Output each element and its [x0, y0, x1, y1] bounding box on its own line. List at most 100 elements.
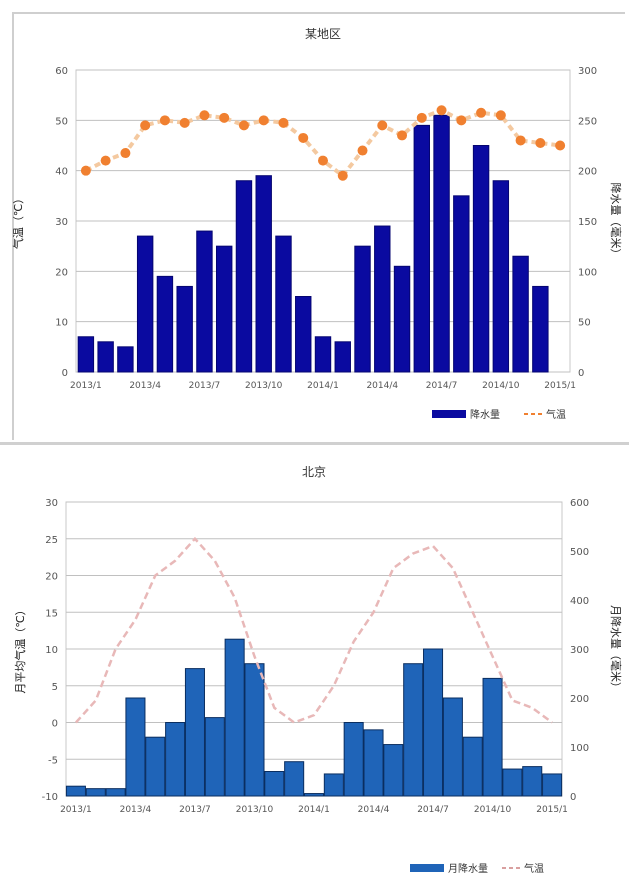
chart-title: 北京 — [302, 465, 326, 479]
bar — [472, 145, 490, 373]
y2-tick-label: 600 — [570, 498, 589, 509]
y-tick-label: 20 — [45, 572, 58, 583]
temperature-point — [318, 155, 328, 166]
x-tick-label: 2014/10 — [482, 381, 520, 391]
y-tick-label: 25 — [45, 535, 58, 546]
x-tick-label: 2013/7 — [179, 805, 211, 815]
y2-axis-title: 月降水量（毫米） — [609, 605, 623, 693]
bar — [363, 729, 384, 797]
x-tick-label: 2015/1 — [544, 381, 576, 391]
temperature-point — [199, 110, 210, 121]
legend-label-bars: 降水量 — [470, 408, 500, 421]
temperature-point — [337, 170, 348, 181]
bar — [482, 677, 503, 797]
y-tick-label: 30 — [55, 217, 68, 228]
temperature-point — [357, 145, 368, 156]
bar — [334, 341, 351, 373]
bar — [235, 180, 253, 373]
temperature-point — [80, 165, 91, 176]
temperature-point — [456, 115, 467, 126]
x-tick-label: 2013/7 — [189, 381, 221, 391]
chart-2: 北京-10-50510152025300100200300400500600月平… — [13, 465, 623, 875]
bar — [117, 346, 134, 373]
bar — [343, 722, 364, 797]
temperature-point — [377, 120, 388, 131]
x-tick-label: 2014/7 — [426, 381, 458, 391]
x-tick-label: 2013/4 — [129, 381, 161, 391]
x-tick-label: 2014/10 — [474, 805, 512, 815]
y-tick-label: 50 — [55, 116, 68, 127]
x-tick-label: 2014/1 — [307, 381, 339, 391]
y2-tick-label: 300 — [578, 66, 597, 77]
temperature-point — [179, 117, 190, 128]
temperature-point — [535, 137, 546, 148]
x-tick-label: 2014/1 — [298, 805, 330, 815]
y2-tick-label: 400 — [570, 596, 589, 607]
chart-title: 某地区 — [305, 27, 341, 41]
bar — [303, 793, 325, 797]
legend-label-line: 气温 — [546, 408, 566, 421]
bar — [433, 114, 450, 373]
y2-tick-label: 0 — [578, 368, 584, 379]
y-axis-title: 月平均气温（℃） — [13, 604, 27, 693]
top-border — [14, 12, 625, 14]
bar — [275, 235, 292, 373]
bar — [492, 180, 510, 373]
bar — [295, 296, 312, 373]
y-tick-label: 30 — [45, 498, 58, 509]
bar — [184, 668, 205, 797]
bar — [462, 736, 483, 797]
temperature-point — [159, 115, 170, 126]
bar — [65, 785, 86, 797]
temperature-point — [436, 105, 447, 116]
temperature-point — [298, 132, 309, 143]
bar — [542, 773, 563, 797]
y-tick-label: 60 — [55, 66, 68, 77]
y2-tick-label: 500 — [570, 547, 589, 558]
left-border — [12, 12, 14, 440]
x-tick-label: 2014/4 — [366, 381, 398, 391]
chart-panel-2: 北京 -10 -5 0 5 10 15 20 25 30 0 100 200 300 400 500 600 月平… — [0, 450, 629, 881]
y2-tick-label: 50 — [578, 318, 591, 329]
bar — [453, 195, 470, 373]
temperature-line — [74, 536, 553, 724]
y-axis-title: 气温（℃） — [11, 193, 25, 249]
legend-label-line: 气温 — [524, 862, 544, 875]
panel-divider — [0, 442, 629, 445]
bar — [136, 235, 154, 373]
temperature-point — [120, 148, 131, 159]
bar — [215, 245, 233, 373]
bar — [145, 736, 166, 797]
bar — [374, 225, 391, 373]
temperature-point — [140, 120, 151, 131]
bar — [255, 175, 272, 373]
y-tick-label: 5 — [52, 682, 58, 693]
x-tick-label: 2013/1 — [60, 805, 92, 815]
y2-tick-label: 200 — [578, 167, 597, 178]
bar — [176, 285, 193, 373]
y2-tick-label: 300 — [570, 645, 589, 656]
y-tick-label: 20 — [55, 267, 68, 278]
bar — [85, 788, 106, 797]
bar — [97, 341, 114, 373]
bar — [204, 717, 225, 797]
bar — [413, 124, 431, 373]
bar — [383, 744, 404, 797]
x-tick-label: 2013/10 — [236, 805, 274, 815]
legend-label-bars: 月降水量 — [448, 862, 488, 875]
chart-panel-1: 某地区 0 10 20 30 40 50 60 0 50 100 150 200 250 300 气温（℃） 降… — [0, 0, 629, 440]
bar — [156, 275, 174, 373]
y-tick-label: 0 — [62, 368, 68, 379]
temperature-point — [495, 110, 506, 121]
bar — [105, 788, 126, 797]
bar — [403, 663, 424, 797]
temperature-point — [416, 112, 427, 123]
bar — [264, 771, 285, 797]
bar — [314, 336, 332, 373]
bar — [522, 766, 543, 797]
bar — [323, 773, 344, 797]
y-tick-label: -10 — [42, 792, 58, 803]
bar — [354, 245, 371, 373]
bar — [224, 638, 245, 797]
y-tick-label: 40 — [55, 167, 68, 178]
